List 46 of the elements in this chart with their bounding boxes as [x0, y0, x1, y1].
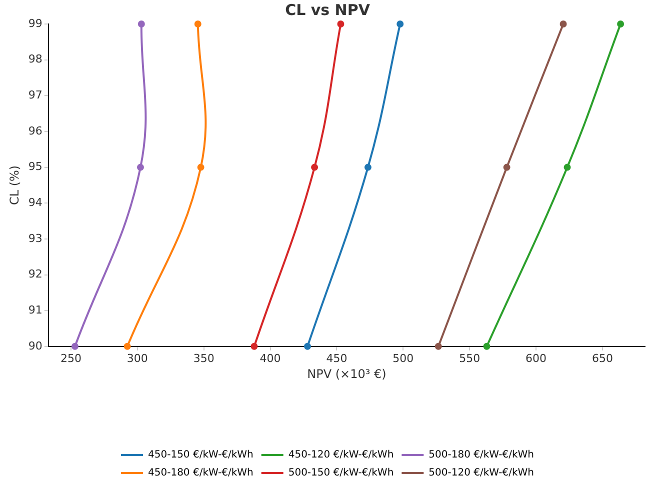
- x-tick-label: 650: [592, 352, 613, 365]
- point: [434, 342, 442, 350]
- y-tick-label: 98: [28, 52, 42, 66]
- x-tick-label: 250: [60, 352, 82, 365]
- point: [250, 342, 258, 350]
- legend-label: 500-150 €/kW-€/kWh: [288, 468, 394, 479]
- point: [337, 20, 344, 28]
- x-tick-label: 600: [526, 352, 547, 365]
- legend-label: 500-120 €/kW-€/kWh: [428, 468, 534, 479]
- y-tick-label: 91: [28, 303, 42, 316]
- legend-label: 450-150 €/kW-€/kWh: [148, 450, 254, 461]
- x-tick-label: 400: [260, 352, 281, 365]
- y-tick-label: 93: [28, 232, 42, 245]
- point: [194, 20, 202, 28]
- y-axis-title: CL (%): [7, 165, 22, 206]
- legend-label: 500-180 €/kW-€/kWh: [428, 450, 534, 461]
- x-tick-label: 450: [326, 352, 348, 365]
- y-tick-label: 94: [28, 196, 42, 209]
- y-tick-label: 96: [28, 124, 42, 138]
- point: [396, 20, 404, 28]
- y-tick-label: 92: [28, 268, 42, 281]
- x-tick-label: 300: [126, 352, 148, 365]
- y-tick-label: 90: [28, 339, 42, 352]
- chart-title: CL vs NPV: [285, 0, 370, 19]
- x-tick-label: 550: [459, 352, 480, 365]
- point: [197, 164, 204, 171]
- x-axis-title: NPV (×10³ €): [307, 366, 386, 381]
- point: [564, 164, 571, 171]
- point: [71, 342, 78, 350]
- point: [617, 20, 624, 28]
- x-tick-label: 500: [392, 352, 414, 365]
- point: [304, 342, 311, 350]
- y-tick-label: 95: [28, 160, 42, 174]
- point: [136, 164, 144, 171]
- x-tick-label: 350: [193, 352, 214, 365]
- point: [124, 342, 131, 350]
- point: [311, 164, 318, 171]
- point: [560, 20, 567, 28]
- point: [138, 20, 145, 28]
- point: [503, 164, 510, 171]
- point: [364, 164, 372, 171]
- y-tick-label: 97: [28, 88, 42, 102]
- y-tick-label: 99: [28, 16, 42, 30]
- point: [483, 342, 490, 350]
- legend-label: 450-120 €/kW-€/kWh: [288, 450, 394, 461]
- legend-label: 450-180 €/kW-€/kWh: [148, 468, 254, 479]
